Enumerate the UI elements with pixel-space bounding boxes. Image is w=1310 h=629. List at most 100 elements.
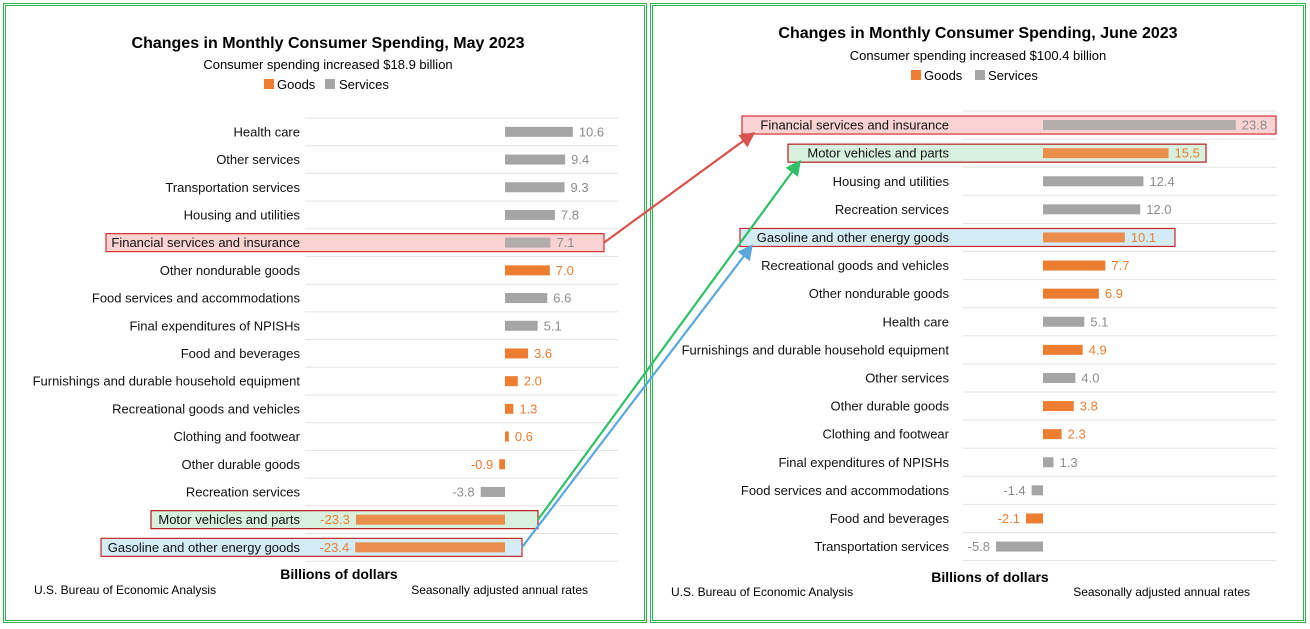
may-note: Seasonally adjusted annual rates (411, 583, 588, 597)
june-category-label: Other durable goods (830, 399, 949, 414)
june-bar-transportation-services (996, 541, 1043, 552)
june-value-label: 6.9 (1105, 286, 1123, 301)
may-legend-goods-swatch (264, 79, 274, 89)
may-title: Changes in Monthly Consumer Spending, Ma… (132, 35, 525, 52)
june-x-axis-label: Billions of dollars (931, 569, 1049, 585)
june-bar-food-and-beverages (1025, 513, 1043, 524)
june-bar-recreational-goods-and-vehicles (1043, 260, 1106, 271)
june-category-label: Recreational goods and vehicles (761, 258, 949, 273)
may-category-label: Transportation services (165, 180, 300, 195)
may-bar-motor-vehicles-and-parts (355, 514, 505, 525)
june-category-label: Other nondurable goods (809, 286, 950, 301)
may-bar-transportation-services (505, 182, 565, 193)
june-bar-gasoline-and-other-energy-goods (1043, 232, 1125, 243)
may-bar-recreation-services (480, 486, 505, 497)
june-category-label: Health care (883, 314, 949, 329)
may-value-label: 7.1 (556, 235, 574, 250)
may-value-label: 7.0 (556, 263, 574, 278)
may-legend-services: Services (339, 77, 389, 92)
may-value-label: 9.3 (571, 180, 589, 195)
june-value-label: 5.1 (1090, 314, 1108, 329)
may-bar-clothing-and-footwear (505, 431, 509, 442)
june-value-label: 1.3 (1060, 455, 1078, 470)
june-value-label: -2.1 (998, 511, 1020, 526)
may-source: U.S. Bureau of Economic Analysis (34, 583, 216, 597)
june-plot-area: Financial services and insurance 23.8 Moto… (682, 110, 1277, 562)
may-x-axis-label: Billions of dollars (280, 566, 398, 582)
may-category-label: Final expenditures of NPISHs (129, 318, 300, 333)
june-value-label: 10.1 (1131, 230, 1156, 245)
june-value-label: 15.5 (1175, 146, 1200, 161)
june-bar-final-expenditures-of-npishs (1043, 457, 1054, 468)
june-category-label: Transportation services (814, 539, 949, 554)
june-bar-furnishings-and-durable-household-equipment (1043, 344, 1083, 355)
may-bar-other-durable-goods (499, 459, 505, 470)
june-bar-motor-vehicles-and-parts (1043, 148, 1169, 159)
june-value-label: -5.8 (968, 539, 990, 554)
may-category-label: Other services (216, 152, 300, 167)
june-value-label: 2.3 (1068, 427, 1086, 442)
june-category-label: Housing and utilities (833, 174, 950, 189)
may-value-label: 0.6 (515, 429, 533, 444)
may-value-label: -23.3 (320, 512, 350, 527)
may-value-label: -0.9 (471, 457, 493, 472)
arrow-gasoline-and-other-energy-goods (521, 244, 753, 549)
june-value-label: -1.4 (1003, 483, 1025, 498)
may-bar-furnishings-and-durable-household-equipment (505, 376, 518, 387)
may-category-label: Food services and accommodations (92, 291, 301, 306)
may-bar-food-services-and-accommodations (505, 293, 548, 304)
june-bar-other-services (1043, 372, 1076, 383)
may-category-label: Motor vehicles and parts (158, 512, 300, 527)
arrow-motor-vehicles-and-parts (537, 159, 801, 521)
june-source: U.S. Bureau of Economic Analysis (671, 585, 853, 599)
june-category-label: Recreation services (835, 202, 950, 217)
june-value-label: 3.8 (1080, 399, 1098, 414)
june-category-label: Motor vehicles and parts (807, 146, 949, 161)
june-value-label: 23.8 (1242, 118, 1267, 133)
june-legend-services-swatch (975, 70, 985, 80)
may-plot-area: Health care 10.6 Other services 9.4 Transpor… (33, 117, 618, 562)
june-category-label: Furnishings and durable household equipm… (682, 342, 950, 357)
may-bar-final-expenditures-of-npishs (505, 320, 538, 331)
june-chart-panel (650, 3, 1306, 623)
may-value-label: 3.6 (534, 346, 552, 361)
may-bar-health-care (505, 126, 573, 137)
june-bar-other-nondurable-goods (1043, 288, 1099, 299)
june-legend-goods: Goods (924, 68, 963, 83)
june-bar-food-services-and-accommodations (1031, 485, 1043, 496)
june-subtitle: Consumer spending increased $100.4 billi… (850, 48, 1107, 63)
comparison-arrows (521, 132, 801, 549)
may-bar-financial-services-and-insurance (505, 237, 551, 248)
may-bar-other-nondurable-goods (505, 265, 550, 276)
may-bar-recreational-goods-and-vehicles (505, 403, 514, 414)
june-bar-recreation-services (1043, 204, 1141, 215)
may-value-label: 5.1 (544, 318, 562, 333)
june-category-label: Gasoline and other energy goods (757, 230, 950, 245)
may-bar-other-services (505, 154, 566, 165)
june-category-label: Final expenditures of NPISHs (778, 455, 949, 470)
june-bar-other-durable-goods (1043, 401, 1074, 412)
may-bar-housing-and-utilities (505, 209, 555, 220)
june-bar-health-care (1043, 316, 1085, 327)
may-category-label: Financial services and insurance (111, 235, 300, 250)
june-value-label: 7.7 (1111, 258, 1129, 273)
may-value-label: -3.8 (452, 484, 474, 499)
june-value-label: 12.0 (1146, 202, 1171, 217)
may-legend-services-swatch (325, 79, 335, 89)
june-legend-goods-swatch (911, 70, 921, 80)
may-bar-gasoline-and-other-energy-goods (355, 542, 505, 553)
june-category-label: Financial services and insurance (760, 118, 949, 133)
may-category-label: Clothing and footwear (174, 429, 301, 444)
june-value-label: 4.9 (1089, 342, 1107, 357)
june-legend-services: Services (988, 68, 1038, 83)
may-value-label: -23.4 (320, 540, 350, 555)
june-category-label: Food and beverages (830, 511, 950, 526)
may-value-label: 9.4 (571, 152, 589, 167)
may-value-label: 7.8 (561, 207, 579, 222)
may-category-label: Furnishings and durable household equipm… (33, 374, 301, 389)
may-legend-goods: Goods (277, 77, 316, 92)
june-value-label: 4.0 (1081, 370, 1099, 385)
arrow-financial-services-and-insurance (603, 132, 756, 244)
may-subtitle: Consumer spending increased $18.9 billio… (203, 57, 452, 72)
may-value-label: 10.6 (579, 124, 604, 139)
